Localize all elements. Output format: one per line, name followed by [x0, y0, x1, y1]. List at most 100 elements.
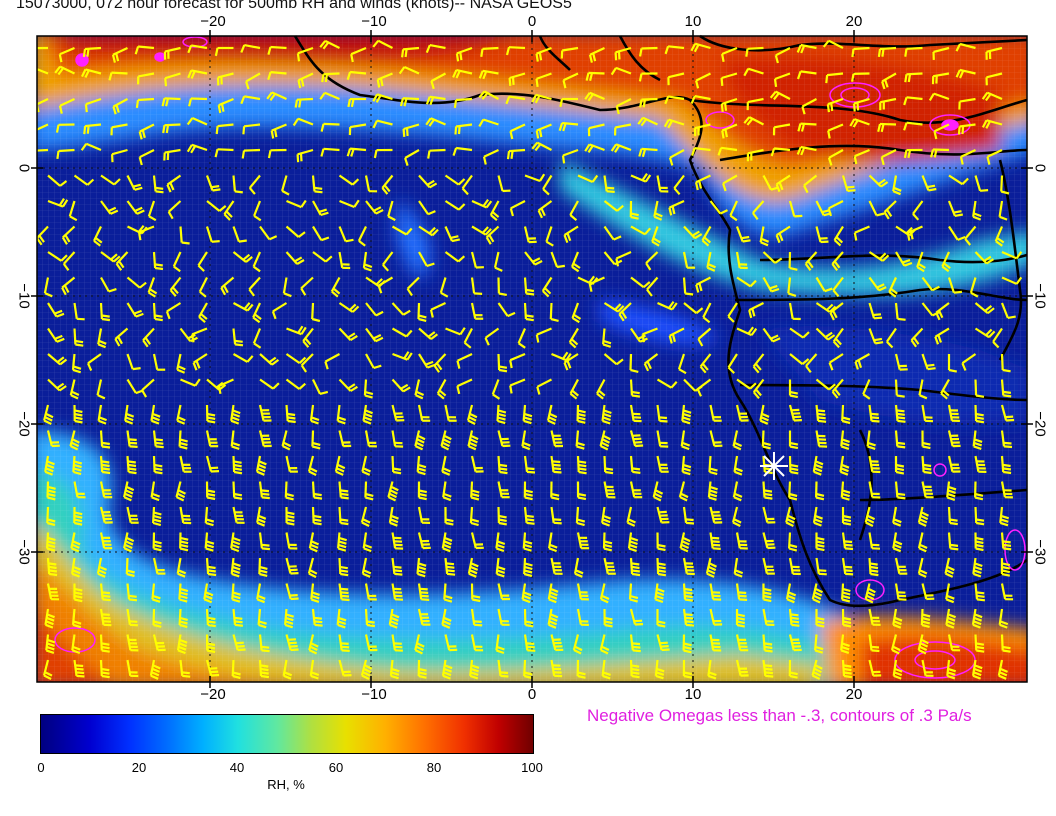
- wind-barb-feather: [524, 496, 533, 501]
- wind-barb-shaft: [152, 353, 159, 370]
- wind-barb-feather: [961, 177, 969, 185]
- wind-barb-feather: [311, 317, 321, 323]
- wind-barb-feather: [288, 641, 297, 645]
- wind-barb-feather: [630, 368, 639, 373]
- wind-barb-feather: [345, 238, 354, 243]
- wind-barb-feather: [613, 235, 622, 241]
- wind-barb-feather: [394, 645, 403, 649]
- wind-barb-feather: [870, 569, 879, 573]
- wind-barb-feather: [494, 266, 503, 272]
- wind-barb-shaft: [828, 200, 844, 210]
- wind-barb-shaft: [418, 200, 430, 215]
- wind-barb-feather: [654, 212, 663, 218]
- wind-barb-feather: [154, 470, 163, 475]
- wind-barb-feather: [604, 467, 614, 471]
- wind-barb-feather: [922, 445, 931, 450]
- wind-barb-feather: [668, 207, 673, 216]
- wind-barb-feather: [742, 239, 751, 243]
- wind-barb-feather: [851, 73, 855, 82]
- wind-barb-feather: [540, 207, 546, 217]
- wind-barb-shaft: [921, 276, 934, 291]
- wind-barb-feather: [128, 467, 137, 471]
- wind-barb-feather: [814, 463, 823, 469]
- wind-barb-shaft: [482, 46, 499, 50]
- wind-barb-shaft: [536, 72, 552, 80]
- wind-barb-feather: [468, 572, 477, 578]
- wind-barb-feather: [552, 460, 561, 464]
- wind-barb-feather: [571, 265, 580, 273]
- wind-barb-feather: [446, 565, 455, 569]
- wind-barb-feather: [478, 118, 485, 127]
- wind-barb-feather: [108, 72, 113, 81]
- wind-barb-feather: [340, 572, 349, 577]
- wind-barb-feather: [75, 343, 84, 347]
- wind-barb-feather: [995, 240, 1003, 247]
- wind-barb-feather: [786, 598, 795, 604]
- wind-barb-feather: [974, 496, 984, 501]
- wind-barb-feather: [531, 94, 537, 103]
- wind-barb-feather: [482, 156, 487, 165]
- wind-barb-feather: [152, 412, 161, 418]
- wind-barb-feather: [606, 190, 615, 193]
- wind-barb-feather: [399, 97, 405, 107]
- wind-barb-feather: [652, 237, 661, 244]
- wind-barb-feather: [630, 212, 639, 217]
- wind-barb-feather: [709, 470, 718, 476]
- wind-barb-feather: [459, 327, 466, 336]
- wind-barb-feather: [101, 667, 110, 672]
- wind-barb-shaft: [722, 174, 738, 185]
- wind-barb-feather: [602, 671, 611, 676]
- wind-barb-feather: [945, 569, 954, 575]
- wind-barb-feather: [71, 649, 81, 655]
- wind-barb-feather: [154, 438, 164, 442]
- wind-barb-feather: [470, 521, 479, 527]
- wind-barb-feather: [470, 667, 479, 673]
- wind-barb-shaft: [497, 175, 504, 192]
- wind-barb-feather: [832, 289, 840, 298]
- wind-barb-feather: [840, 467, 849, 473]
- wind-barb-feather: [844, 543, 853, 547]
- wind-barb-feather: [257, 518, 266, 524]
- wind-barb-feather: [973, 569, 982, 575]
- wind-barb-feather: [984, 305, 993, 312]
- colorbar-tick: 0: [37, 760, 45, 775]
- wind-barb-feather: [601, 645, 610, 651]
- wind-barb-feather: [987, 307, 995, 315]
- wind-barb-feather: [825, 74, 829, 84]
- wind-barb-feather: [421, 598, 430, 601]
- wind-barb-feather: [132, 183, 142, 188]
- wind-barb-shaft: [918, 379, 924, 396]
- wind-barb-shaft: [455, 146, 473, 152]
- wind-barb-feather: [362, 572, 371, 578]
- wind-barb-feather: [600, 598, 609, 604]
- wind-barb-feather: [875, 341, 884, 345]
- wind-barb-feather: [325, 255, 333, 263]
- wind-barb-feather: [601, 521, 610, 527]
- wind-barb-feather: [458, 203, 466, 211]
- wind-barb-feather: [364, 664, 373, 670]
- wind-barb-feather: [234, 623, 244, 627]
- wind-barb-feather: [896, 394, 905, 398]
- wind-barb-feather: [468, 445, 477, 451]
- wind-barb-feather: [614, 52, 618, 61]
- wind-barb-feather: [923, 470, 932, 475]
- wind-barb-feather: [179, 445, 188, 450]
- wind-barb-feather: [894, 667, 903, 673]
- wind-barb-feather: [842, 616, 852, 621]
- wind-barb-feather: [45, 649, 55, 654]
- wind-barb-feather: [101, 314, 110, 318]
- wind-barb-feather: [231, 543, 240, 549]
- wind-barb-feather: [973, 445, 982, 450]
- colorbar-label: RH, %: [267, 777, 305, 792]
- wind-barb-feather: [986, 156, 991, 165]
- wind-barb-feather: [164, 78, 168, 87]
- wind-barb-feather: [245, 256, 253, 263]
- wind-barb-feather: [153, 620, 162, 625]
- wind-barb-feather: [814, 514, 823, 520]
- wind-barb-feather: [296, 259, 305, 265]
- wind-barb-feather: [1002, 467, 1012, 471]
- wind-barb-feather: [49, 572, 58, 577]
- wind-barb-feather: [420, 591, 429, 594]
- wind-barb-shaft: [641, 46, 658, 50]
- lat-tick-right: −30: [1031, 539, 1049, 565]
